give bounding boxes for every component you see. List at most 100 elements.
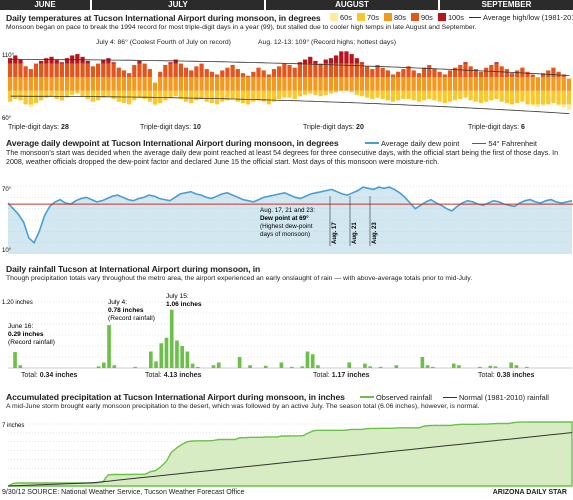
- temp-bar: [328, 58, 334, 94]
- rain-bar: [190, 363, 195, 368]
- temp-bar: [546, 70, 551, 105]
- legend-norm: Normal (1981-2010) rainfall: [458, 393, 549, 402]
- annot-july4: July 4: 86° (Coolest Fourth of July on r…: [96, 39, 231, 46]
- temp-bar: [235, 69, 240, 102]
- triple-july-label: Triple-digit days:: [140, 124, 192, 131]
- temp-bar: [556, 71, 561, 106]
- rain-bar: [368, 366, 372, 368]
- temp-bar: [214, 74, 220, 105]
- temp-bar: [39, 60, 44, 101]
- temp-bar: [489, 64, 494, 101]
- july4-date: July 4:: [108, 299, 127, 306]
- rain-y-top: 1.20 inches: [2, 300, 33, 306]
- temp-bar: [23, 66, 28, 105]
- temp-bar: [13, 55, 18, 99]
- accum-y-top: 7 inches: [2, 423, 24, 429]
- accum-chart: 7 inches: [2, 421, 573, 487]
- temp-bar: [344, 51, 349, 91]
- dew-annot-line2: Dew point at 69°: [260, 214, 309, 222]
- month-september: SEPTEMBER: [440, 0, 573, 10]
- temp-bar: [520, 67, 525, 102]
- rain-total-july-value: 4.13 inches: [163, 372, 202, 379]
- dew-annot-line1: Aug. 17, 21 and 23:: [260, 207, 315, 214]
- legend-swatch-90s: [410, 13, 419, 21]
- rain-bar: [169, 309, 174, 368]
- month-august: AUGUST: [266, 0, 438, 10]
- temp-bar: [406, 66, 411, 99]
- legend-norm-line: [442, 397, 457, 398]
- temp-bar: [183, 67, 189, 102]
- temp-bar: [385, 70, 390, 101]
- rain-bar: [248, 365, 252, 368]
- normal-line: [7, 432, 573, 487]
- temp-bar: [147, 69, 152, 102]
- rain-chart: 1.20 inches June 16: 0.29 inches (Record…: [2, 293, 572, 369]
- rain-annot-june16: June 16: 0.29 inches (Record rainfall): [8, 323, 55, 346]
- july15-date: July 15:: [166, 293, 189, 300]
- temp-bar: [468, 66, 473, 101]
- legend-dew-line: [365, 142, 379, 144]
- july15-amount: 1.06 inches: [166, 301, 202, 308]
- accum-subtitle: A mid-June storm brought early monsoon p…: [6, 403, 480, 410]
- temp-bar: [566, 78, 572, 110]
- legend-54-line: [472, 143, 487, 144]
- temp-bar: [484, 67, 489, 102]
- temp-bar: [473, 69, 478, 102]
- rain-bar: [514, 365, 519, 368]
- dew-legend: Average daily dew point 54° Fahrenheit: [365, 139, 540, 148]
- temp-bar: [463, 62, 468, 98]
- temp-bar: [106, 58, 111, 97]
- temp-bar: [70, 55, 75, 95]
- temp-bar: [85, 60, 90, 99]
- legend-70s: 70s: [366, 13, 379, 22]
- month-june: JUNE: [0, 0, 90, 10]
- rain-bar: [149, 351, 153, 368]
- temp-bar: [80, 56, 85, 97]
- dew-y-bottom: 10°: [2, 248, 12, 254]
- legend-80s: 80s: [393, 13, 406, 22]
- temp-bar: [442, 74, 447, 104]
- temp-bar: [297, 62, 302, 97]
- dew-tag-aug23: Aug. 23: [372, 222, 378, 244]
- temp-bar: [396, 71, 401, 101]
- temp-bar: [209, 71, 215, 104]
- june16-amount: 0.29 inches: [8, 331, 44, 338]
- rain-total-september-label: Total:: [478, 372, 495, 379]
- temp-bar: [189, 70, 194, 104]
- rain-bar: [347, 362, 352, 368]
- temp-bar: [375, 64, 380, 98]
- temp-bar: [121, 70, 127, 104]
- temp-bar: [478, 71, 484, 104]
- temps-y-top: 110°: [2, 53, 15, 59]
- temp-bar: [421, 67, 427, 101]
- rain-bar: [478, 366, 482, 368]
- temp-bar: [308, 56, 313, 94]
- rain-total-june-label: Total:: [21, 372, 38, 379]
- month-header: JUNE JULY AUGUST SEPTEMBER: [0, 0, 573, 10]
- temp-bar: [220, 70, 225, 102]
- july4-amount: 0.78 inches: [108, 307, 144, 314]
- temp-bar: [354, 58, 359, 95]
- temp-bar: [458, 64, 463, 99]
- rain-bar: [13, 352, 17, 368]
- legend-dew: Average daily dew point: [381, 139, 460, 148]
- rain-bar: [159, 343, 164, 368]
- temp-bar: [287, 64, 292, 98]
- legend-swatch-80s: [383, 13, 392, 21]
- rain-bar: [431, 366, 435, 368]
- temp-bar: [318, 63, 323, 97]
- rain-bar: [102, 362, 106, 368]
- rain-bar: [211, 365, 216, 368]
- rain-bar: [112, 365, 117, 368]
- temp-bar: [168, 62, 173, 98]
- rain-annot-july4: July 4: 0.78 inches (Record rainfall): [108, 299, 155, 322]
- rain-bar: [175, 340, 179, 368]
- rain-bar: [164, 337, 169, 368]
- avg-low-line: [10, 95, 570, 114]
- temp-bar: [127, 73, 132, 105]
- temp-bar: [370, 69, 375, 99]
- rain-title: Daily rainfall Tucson at International A…: [6, 264, 261, 274]
- dew-annotation: Aug. 17, 21 and 23: Dew point at 69° (Hi…: [260, 207, 315, 238]
- dew-tag-aug21: Aug. 21: [352, 222, 358, 244]
- temp-bar: [535, 77, 541, 108]
